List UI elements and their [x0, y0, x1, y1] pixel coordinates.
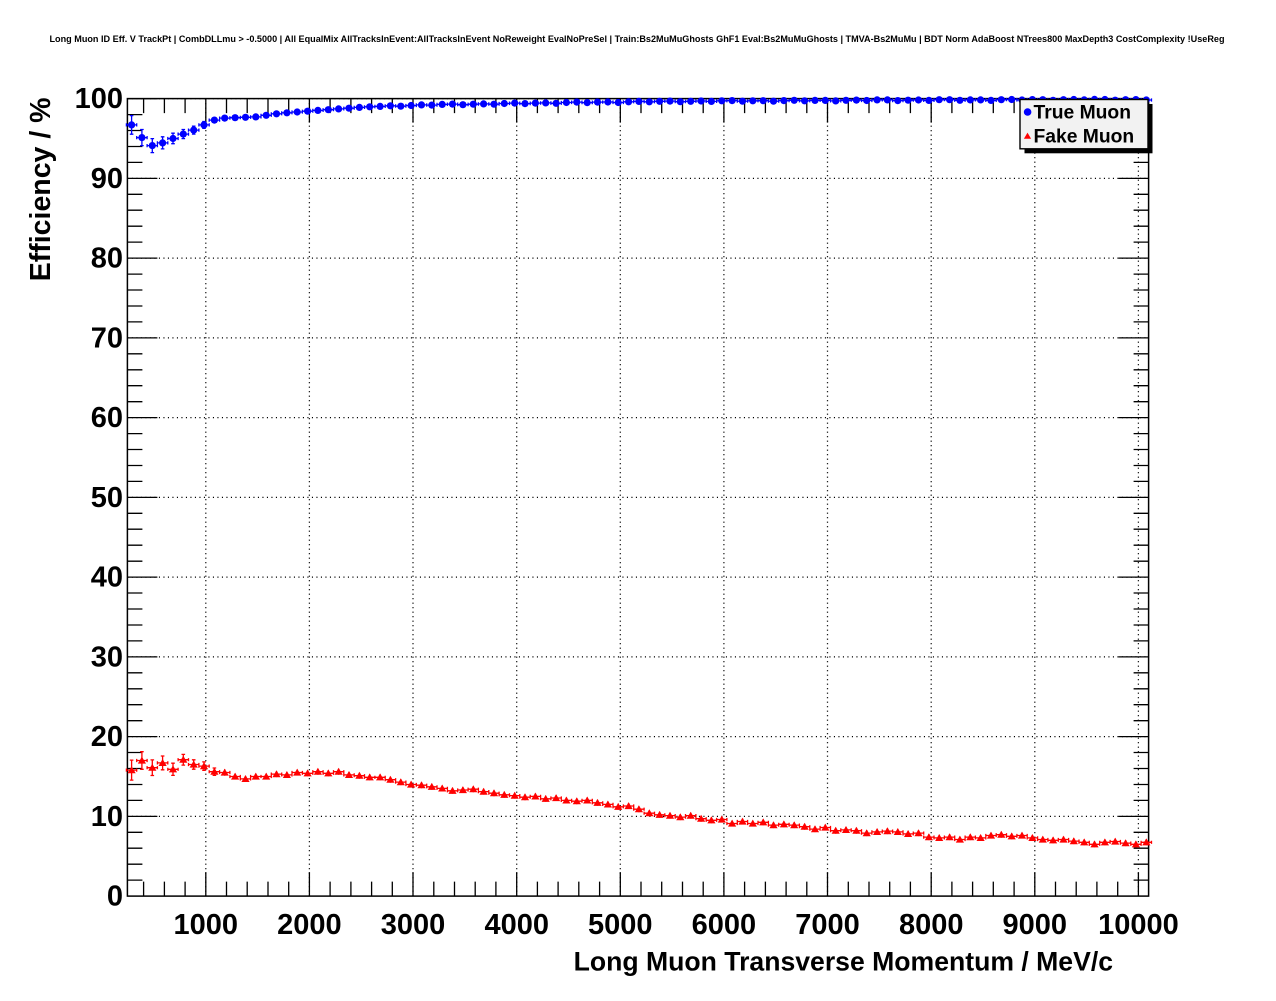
svg-text:80: 80: [91, 243, 123, 275]
svg-text:50: 50: [91, 482, 123, 514]
svg-text:60: 60: [91, 402, 123, 434]
svg-text:3000: 3000: [381, 909, 446, 941]
svg-text:5000: 5000: [588, 909, 653, 941]
svg-text:Efficiency / %: Efficiency / %: [25, 98, 57, 282]
svg-text:30: 30: [91, 641, 123, 673]
svg-text:6000: 6000: [692, 909, 757, 941]
svg-text:8000: 8000: [899, 909, 964, 941]
svg-text:90: 90: [91, 163, 123, 195]
svg-text:1000: 1000: [174, 909, 239, 941]
svg-text:9000: 9000: [1003, 909, 1068, 941]
svg-text:7000: 7000: [795, 909, 860, 941]
svg-text:True Muon: True Muon: [1034, 103, 1131, 124]
svg-text:Long Muon ID Eff. V TrackPt |: Long Muon ID Eff. V TrackPt | CombDLLmu …: [50, 34, 1225, 44]
svg-text:Fake Muon: Fake Muon: [1034, 127, 1135, 148]
svg-text:2000: 2000: [277, 909, 342, 941]
svg-text:20: 20: [91, 721, 123, 753]
svg-text:4000: 4000: [484, 909, 549, 941]
svg-text:100: 100: [75, 83, 123, 115]
svg-text:10000: 10000: [1098, 909, 1179, 941]
svg-text:0: 0: [107, 881, 123, 913]
svg-text:70: 70: [91, 322, 123, 354]
svg-text:Long Muon Transverse Momentum: Long Muon Transverse Momentum / MeV/c: [574, 947, 1114, 977]
svg-text:10: 10: [91, 801, 123, 833]
svg-text:40: 40: [91, 562, 123, 594]
